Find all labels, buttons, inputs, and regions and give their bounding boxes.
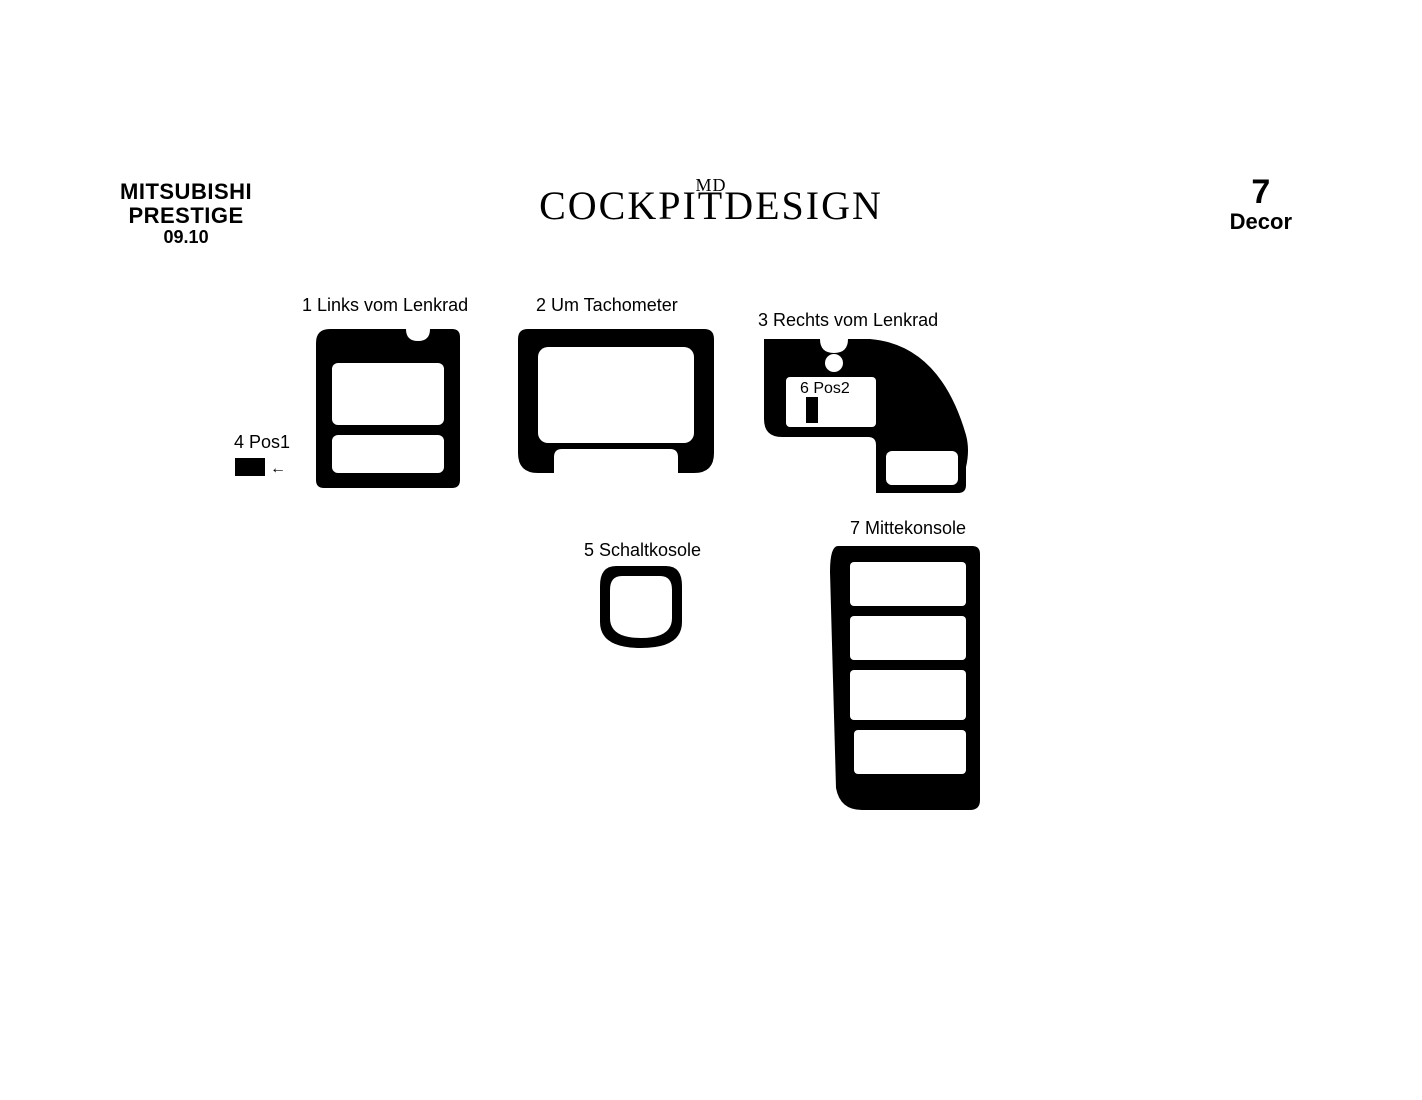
piece-2 (516, 325, 716, 475)
label-1: 1 Links vom Lenkrad (302, 295, 468, 316)
decor-count: 7 (1230, 175, 1292, 209)
label-6: 6 Pos2 (800, 380, 850, 398)
label-7: 7 Mittekonsole (850, 518, 966, 539)
logo: MD COCKPITDESIGN (539, 175, 883, 229)
pos1-arrow-icon: ← (270, 460, 286, 478)
brand-text: MITSUBISHI (120, 180, 252, 204)
logo-main: COCKPITDESIGN (539, 183, 883, 228)
label-3: 3 Rechts vom Lenkrad (758, 310, 938, 331)
header-left: MITSUBISHI PRESTIGE 09.10 (120, 180, 252, 248)
pos1-swatch (235, 458, 265, 476)
piece-3 (760, 335, 970, 495)
date-text: 09.10 (120, 228, 252, 248)
header-right: 7 Decor (1230, 175, 1292, 235)
piece-1 (310, 325, 460, 490)
piece-5 (596, 562, 686, 652)
label-5: 5 Schaltkosole (584, 540, 701, 561)
label-2: 2 Um Tachometer (536, 295, 678, 316)
decor-label: Decor (1230, 209, 1292, 235)
piece-7 (830, 542, 980, 812)
model-text: PRESTIGE (120, 204, 252, 228)
label-4: 4 Pos1 (234, 432, 290, 453)
